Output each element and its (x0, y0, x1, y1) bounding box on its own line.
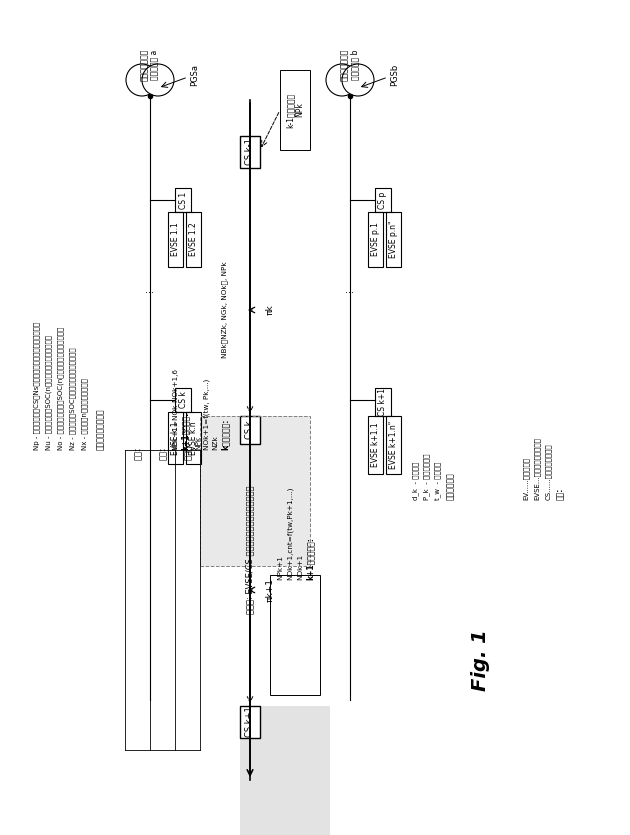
Text: NZk: NZk (212, 435, 218, 450)
Text: EVSE...電気自動車電源機器: EVSE...電気自動車電源機器 (534, 438, 541, 500)
Bar (168, 412, 183, 464)
Text: No - 内でオプションのSOC(n条件を有する蓄時フリート: No - 内でオプションのSOC(n条件を有する蓄時フリート (58, 326, 64, 450)
Bar (200, 416, 310, 566)
Text: NOk+1=f(tw, Pk,...): NOk+1=f(tw, Pk,...) (203, 379, 210, 450)
Text: NPk+1: NPk+1 (277, 555, 283, 580)
Text: パワーグリッド
セグメント a: パワーグリッド セグメント a (140, 48, 159, 81)
Text: P_k  - 利用可能電力: P_k - 利用可能電力 (423, 453, 430, 500)
Text: N̂Pk: N̂Pk (295, 103, 304, 118)
Text: CS k+1: CS k+1 (379, 388, 387, 416)
Bar (368, 212, 383, 267)
Bar (386, 416, 401, 474)
Text: EVSE k+1.n": EVSE k+1.n" (389, 421, 398, 469)
Text: t_w  - 待ち時間: t_w - 待ち時間 (435, 462, 442, 500)
Text: k+1への予測:: k+1への予測: (181, 412, 190, 450)
Bar (386, 212, 401, 267)
Text: Nz - 内で応急的SOC条件を有する蓄時フリート: Nz - 内で応急的SOC条件を有する蓄時フリート (70, 347, 76, 450)
Text: CS......充電ステーション: CS......充電ステーション (545, 443, 551, 500)
Text: CS k: CS k (246, 421, 255, 439)
Bar (375, 188, 391, 212)
Text: CS 1: CS 1 (178, 191, 188, 209)
Text: EVSE k.1: EVSE k.1 (171, 421, 180, 455)
Text: πk+1: πk+1 (265, 578, 275, 602)
Text: PGSa: PGSa (190, 64, 200, 86)
Bar (368, 416, 383, 474)
Bar (240, 706, 330, 835)
Text: EVSE k+1.1: EVSE k+1.1 (370, 423, 379, 468)
Text: Np - 内で次の最後CSのNsのために予約された蓄時フリート: Np - 内で次の最後CSのNsのために予約された蓄時フリート (33, 321, 40, 450)
Text: NOk+1,cnt=f(tw,Pk+1,...): NOk+1,cnt=f(tw,Pk+1,...) (287, 487, 293, 580)
Text: ...: ... (345, 285, 355, 295)
Text: 凡例:: 凡例: (556, 488, 564, 500)
Text: EVSE k.n: EVSE k.n (188, 421, 197, 455)
Bar (186, 212, 201, 267)
Bar (270, 575, 320, 695)
Ellipse shape (326, 64, 358, 96)
Text: ...: ... (177, 423, 187, 432)
Text: PGSb: PGSb (391, 63, 399, 86)
Text: NPk+1=NOk-NOk+1,6: NPk+1=NOk-NOk+1,6 (172, 368, 178, 450)
Text: 装置層: EVSE/CS の番号の追跡内で処理別に連携: 装置層: EVSE/CS の番号の追跡内で処理別に連携 (246, 486, 255, 615)
Bar (168, 212, 183, 267)
Bar (200, 416, 310, 566)
Ellipse shape (142, 64, 174, 96)
Text: CS k-1: CS k-1 (246, 139, 255, 165)
Text: CS k+1: CS k+1 (246, 706, 255, 737)
Text: kへの割当て:: kへの割当て: (220, 418, 229, 450)
Text: パワーグリッド
セグメント b: パワーグリッド セグメント b (340, 48, 360, 81)
Ellipse shape (126, 64, 158, 96)
Text: EVSE 1.1: EVSE 1.1 (171, 222, 180, 256)
Bar (240, 136, 260, 168)
Bar (175, 188, 191, 212)
Bar (240, 416, 260, 444)
Text: EV......電気自動車: EV......電気自動車 (523, 457, 529, 500)
Text: Nx - 近接領域n内の蓄時フリート: Nx - 近接領域n内の蓄時フリート (82, 378, 88, 450)
Text: d_k  - 近接領域: d_k - 近接領域 (413, 462, 420, 500)
Text: EVSE 1.2: EVSE 1.2 (188, 222, 197, 256)
Text: k+1への割当て:: k+1への割当て: (306, 537, 314, 580)
Text: 蓄変層:: 蓄変層: (183, 442, 193, 460)
Text: EVSE p.1: EVSE p.1 (370, 222, 379, 256)
Text: πk: πk (265, 305, 275, 316)
Bar (280, 70, 310, 150)
Bar (186, 412, 201, 464)
Text: CS p: CS p (379, 191, 387, 209)
Text: k-1からの予測: k-1からの予測 (285, 93, 294, 128)
Text: Nu - 内で非危機的SOC(n条件を有する蓄時フリート: Nu - 内で非危機的SOC(n条件を有する蓄時フリート (46, 335, 52, 450)
Ellipse shape (342, 64, 374, 96)
Text: 蓄電フリート定義：: 蓄電フリート定義： (96, 408, 105, 450)
Bar (175, 388, 191, 412)
Text: NPk: NPk (195, 436, 201, 450)
Text: 予測:: 予測: (134, 447, 142, 460)
Text: NOk+1: NOk+1 (297, 554, 303, 580)
Text: パラメータ：: パラメータ： (445, 473, 454, 500)
Text: EVSE p.n": EVSE p.n" (389, 220, 398, 258)
Text: ...: ... (146, 285, 154, 295)
Text: 制御:: 制御: (159, 447, 168, 460)
Bar (375, 388, 391, 416)
Text: NBk｛NZk, NGk, NOk｝, NPk: NBk｛NZk, NGk, NOk｝, NPk (222, 261, 228, 358)
Bar (240, 706, 260, 738)
Text: Fig. 1: Fig. 1 (471, 629, 490, 691)
Text: CS k: CS k (178, 392, 188, 408)
